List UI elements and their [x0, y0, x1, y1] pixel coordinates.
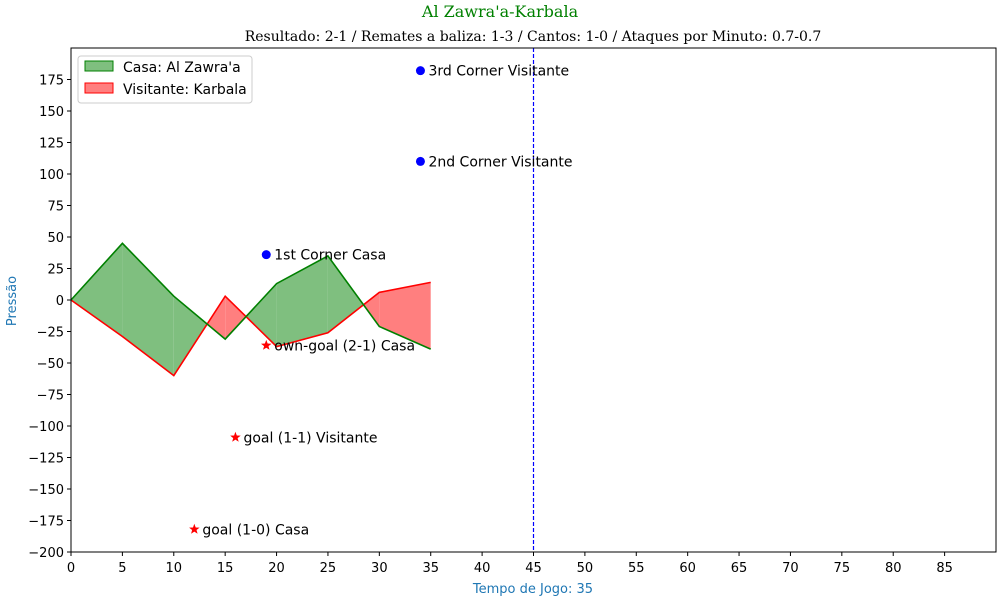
y-axis-label: Pressão [5, 276, 20, 326]
y-tick-label: −150 [28, 483, 64, 498]
annotation-label: 1st Corner Casa [274, 248, 386, 264]
x-tick-label: 30 [371, 561, 388, 576]
y-tick-label: 125 [39, 137, 64, 152]
goal-marker [230, 431, 241, 442]
y-tick-label: 150 [39, 105, 64, 120]
chart-title: Al Zawra'a-Karbala [421, 2, 579, 21]
y-tick-label: 50 [47, 231, 64, 246]
casa-fill-segment [276, 255, 328, 347]
x-tick-label: 75 [834, 561, 851, 576]
x-tick-label: 70 [782, 561, 799, 576]
x-tick-label: 60 [679, 561, 696, 576]
casa-fill-segment [327, 255, 364, 333]
annotation-label: 3rd Corner Visitante [428, 64, 569, 80]
legend-swatch-visitante [84, 82, 114, 94]
annotation-label: goal (1-1) Visitante [243, 430, 377, 446]
visitante-fill-segment [207, 296, 226, 340]
casa-fill-segment [173, 296, 208, 376]
casa-fill-segment [71, 243, 123, 337]
x-tick-label: 45 [525, 561, 542, 576]
x-tick-label: 80 [885, 561, 902, 576]
legend-label-casa: Casa: Al Zawra'a [123, 60, 241, 76]
legend-label-visitante: Visitante: Karbala [123, 82, 247, 98]
visitante-fill-segment [225, 296, 246, 340]
annotation-label: 2nd Corner Visitante [428, 154, 572, 170]
y-tick-label: −175 [28, 515, 64, 530]
goal-marker [261, 339, 272, 350]
y-tick-label: 100 [39, 168, 64, 183]
corner-marker [415, 156, 425, 166]
x-axis-label: Tempo de Jogo: 35 [472, 582, 593, 597]
y-tick-label: −25 [37, 326, 64, 341]
y-tick-label: 25 [47, 263, 64, 278]
x-tick-label: 5 [118, 561, 126, 576]
x-tick-label: 40 [474, 561, 491, 576]
y-tick-label: −75 [37, 389, 64, 404]
y-tick-label: 0 [56, 294, 64, 309]
visitante-fill-segment [379, 282, 431, 350]
x-tick-label: 10 [166, 561, 183, 576]
y-tick-label: 75 [47, 200, 64, 215]
y-tick-label: −100 [28, 420, 64, 435]
corner-marker [261, 250, 271, 260]
casa-series-line [70, 242, 432, 350]
visitante-fill-segment [363, 292, 380, 327]
x-tick-label: 50 [577, 561, 594, 576]
y-tick-label: 175 [39, 74, 64, 89]
x-tick-label: 0 [67, 561, 75, 576]
x-tick-label: 25 [320, 561, 337, 576]
casa-fill-segment [122, 243, 174, 376]
x-tick-label: 15 [217, 561, 234, 576]
annotation-label: own-goal (2-1) Casa [274, 338, 415, 354]
y-tick-label: −50 [37, 357, 64, 372]
plot-area: 3rd Corner Visitante 2nd Corner Visitante… [28, 47, 997, 576]
legend-swatch-casa [84, 60, 114, 72]
y-tick-label: −200 [28, 546, 64, 561]
legend-box [77, 55, 253, 104]
x-tick-label: 65 [731, 561, 748, 576]
legend: Casa: Al Zawra'a Visitante: Karbala [77, 55, 253, 104]
chart-subtitle: Resultado: 2-1 / Remates a baliza: 1-3 /… [245, 29, 822, 45]
x-tick-label: 55 [628, 561, 645, 576]
casa-fill-segment [246, 283, 277, 347]
y-tick-label: −125 [28, 452, 64, 467]
corner-marker [415, 66, 425, 76]
visitante-series-line [70, 281, 431, 377]
annotation-label: goal (1-0) Casa [202, 522, 309, 538]
x-tick-label: 85 [936, 561, 953, 576]
goal-marker [189, 523, 200, 534]
x-tick-label: 35 [422, 561, 439, 576]
x-tick-label: 20 [268, 561, 285, 576]
